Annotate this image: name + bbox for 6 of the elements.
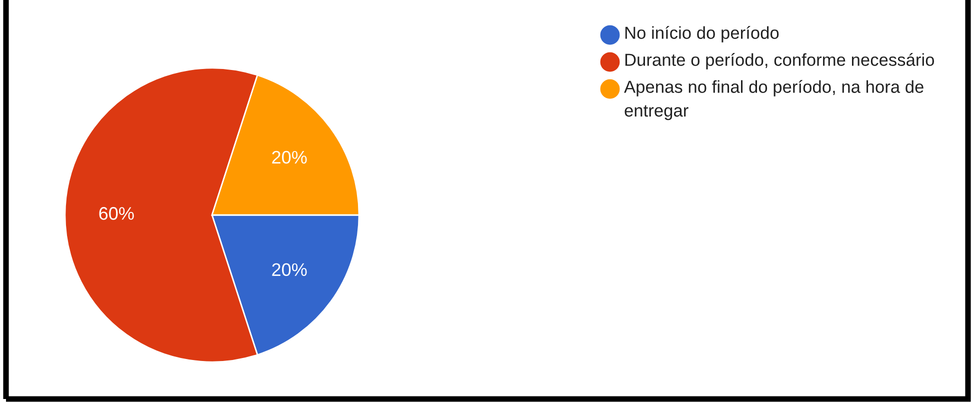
legend-label: Durante o período, conforme necessário bbox=[625, 53, 934, 70]
data-label: 20% bbox=[272, 150, 307, 164]
data-label: 60% bbox=[99, 207, 134, 220]
legend-label: No início do período bbox=[625, 26, 779, 42]
data-label: 20% bbox=[272, 263, 307, 276]
legend-label: Apenas no final do período, na hora de entregar bbox=[624, 80, 924, 120]
